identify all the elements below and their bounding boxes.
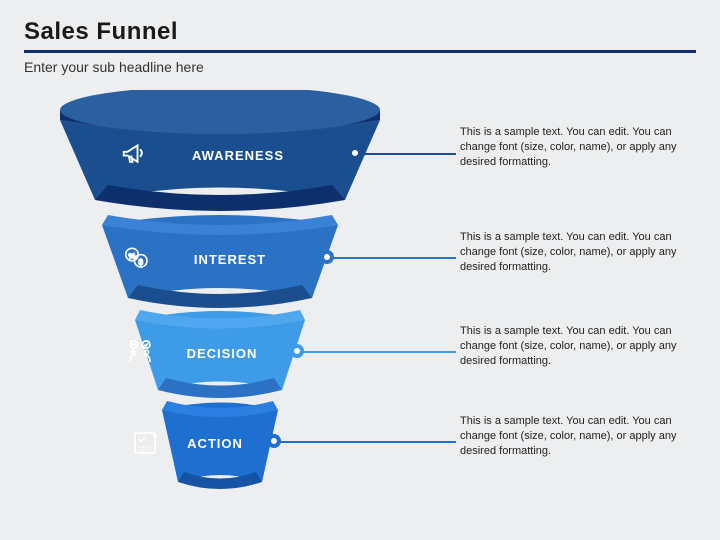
coins-icon: %$ — [122, 242, 152, 272]
callout-decision: This is a sample text. You can edit. You… — [460, 324, 690, 369]
connector-dot — [348, 146, 362, 160]
choice-icon — [125, 337, 155, 367]
title-underline — [24, 50, 696, 53]
checklist-icon — [130, 428, 160, 458]
stage-label-interest: INTEREST — [170, 252, 290, 267]
stage-label-action: ACTION — [155, 436, 275, 451]
connector-line — [356, 153, 456, 155]
connector-line — [298, 351, 456, 353]
page-title: Sales Funnel — [24, 18, 696, 46]
stage-label-decision: DECISION — [162, 346, 282, 361]
page-subtitle: Enter your sub headline here — [24, 59, 696, 75]
connector-dot — [320, 250, 334, 264]
header: Sales Funnel Enter your sub headline her… — [0, 0, 720, 81]
connector-line — [328, 257, 456, 259]
funnel-diagram: AWARENESS INTEREST DECISION ACTION %$ Th… — [0, 90, 720, 530]
svg-text:$: $ — [139, 258, 144, 267]
connector-dot — [267, 434, 281, 448]
megaphone-icon — [120, 138, 150, 168]
callout-awareness: This is a sample text. You can edit. You… — [460, 125, 690, 170]
connector-line — [275, 441, 456, 443]
svg-text:%: % — [129, 251, 136, 260]
callout-interest: This is a sample text. You can edit. You… — [460, 230, 690, 275]
callout-action: This is a sample text. You can edit. You… — [460, 414, 690, 459]
connector-dot — [290, 344, 304, 358]
stage-label-awareness: AWARENESS — [178, 148, 298, 163]
